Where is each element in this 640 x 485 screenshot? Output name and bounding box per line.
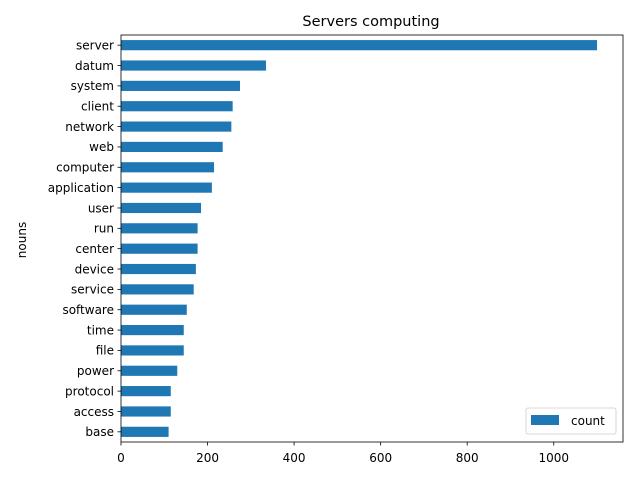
y-tick-label: application	[48, 181, 114, 195]
bar-base	[121, 426, 169, 437]
y-tick-label: run	[94, 222, 114, 236]
y-tick-label: software	[62, 303, 114, 317]
y-tick-label: service	[71, 283, 114, 297]
y-tick-label: time	[87, 323, 114, 337]
chart-title: Servers computing	[302, 14, 439, 30]
y-tick-label: server	[76, 38, 114, 52]
bar-system	[121, 80, 241, 91]
y-tick-label: web	[89, 140, 114, 154]
bar-access	[121, 406, 171, 417]
y-tick-label: network	[65, 120, 114, 134]
y-tick-label: datum	[75, 59, 114, 73]
y-tick-label: file	[96, 344, 114, 358]
bar-time	[121, 324, 184, 336]
y-tick-label: system	[71, 79, 114, 93]
bar-device	[121, 263, 196, 275]
y-tick-label: computer	[56, 161, 114, 175]
plot-frame	[120, 34, 624, 443]
bar-software	[121, 304, 187, 315]
bar-client	[121, 101, 233, 112]
bar-computer	[121, 162, 215, 173]
bar-center	[121, 243, 198, 254]
x-tick-label: 600	[369, 451, 392, 465]
y-axis-label: nouns	[15, 222, 29, 258]
legend: count	[525, 407, 617, 435]
y-tick-label: device	[75, 262, 114, 276]
x-tick-label: 0	[117, 451, 125, 465]
x-axis: 0 200 400 600 800 1000	[117, 442, 569, 465]
legend-box	[525, 407, 617, 435]
y-tick-label: access	[74, 405, 114, 419]
x-tick-label: 200	[196, 451, 219, 465]
y-tick-label: user	[88, 201, 114, 215]
bar-service	[121, 284, 194, 295]
x-tick-label: 1000	[538, 451, 569, 465]
bars-group	[121, 40, 598, 437]
y-tick-label: power	[77, 364, 114, 378]
bar-user	[121, 202, 202, 214]
legend-label: count	[571, 414, 605, 428]
bar-power	[121, 365, 178, 376]
bar-datum	[121, 60, 266, 71]
y-tick-label: center	[75, 242, 114, 256]
bar-application	[121, 182, 212, 193]
bar-file	[121, 345, 184, 356]
y-tick-label: base	[85, 425, 114, 439]
y-tick-label: client	[81, 100, 114, 114]
bar-protocol	[121, 386, 171, 397]
x-tick-label: 800	[456, 451, 479, 465]
y-tick-label: protocol	[65, 384, 114, 398]
legend-swatch	[531, 415, 559, 425]
bar-network	[121, 121, 232, 132]
bar-web	[121, 141, 223, 153]
y-axis: server datum system client network web compute…	[48, 38, 121, 439]
bar-run	[121, 223, 198, 234]
x-tick-label: 400	[283, 451, 306, 465]
bar-server	[121, 40, 598, 51]
